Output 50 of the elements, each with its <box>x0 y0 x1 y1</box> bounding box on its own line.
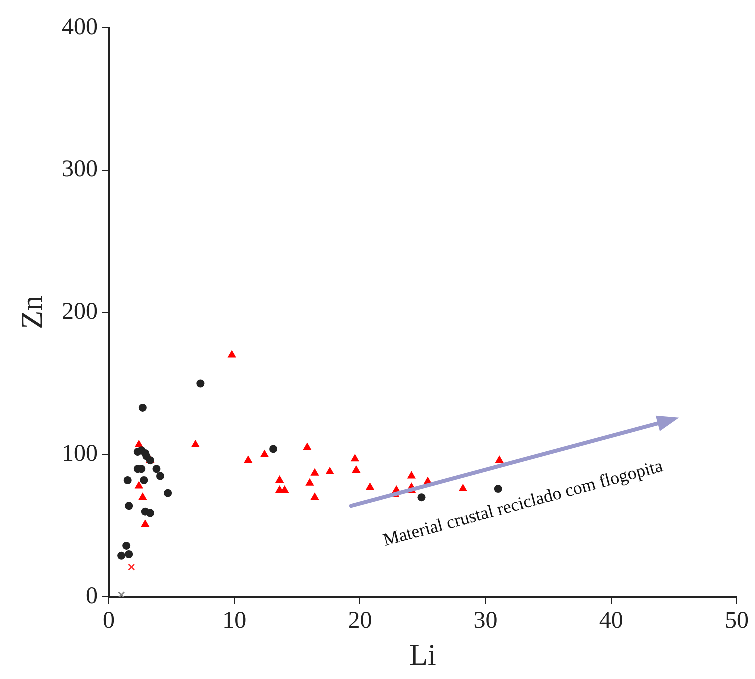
y-tick-label: 0 <box>86 583 98 610</box>
point <box>118 552 126 560</box>
point <box>134 481 144 489</box>
x-tick-label: 0 <box>103 608 115 634</box>
point <box>140 476 148 485</box>
point <box>306 478 314 486</box>
point <box>152 465 161 474</box>
point <box>407 471 416 479</box>
annotation: Material crustal reciclado com flogopita <box>381 456 665 550</box>
x-tick-label: 20 <box>348 608 372 634</box>
point <box>196 380 205 388</box>
point <box>125 502 134 510</box>
point <box>122 542 131 550</box>
x-tick-label: 50 <box>725 608 749 634</box>
point <box>141 520 150 528</box>
x-tick-label: 40 <box>599 608 624 634</box>
x-axis-title: Li <box>410 638 436 672</box>
point <box>118 591 126 598</box>
point <box>134 440 144 448</box>
x-tick-label: 10 <box>222 608 247 634</box>
point <box>191 440 200 448</box>
point <box>350 454 360 462</box>
point <box>310 492 320 500</box>
point <box>275 476 284 484</box>
point <box>303 442 312 450</box>
point <box>310 468 320 476</box>
y-tick-label: 100 <box>62 441 98 468</box>
point <box>138 404 147 412</box>
y-tick-label: 200 <box>62 298 98 325</box>
point <box>260 450 270 458</box>
point <box>124 476 132 485</box>
y-tick-label: 300 <box>62 156 98 183</box>
y-tick-label: 400 <box>62 14 98 40</box>
point <box>164 489 172 498</box>
point <box>156 472 164 480</box>
y-axis-title: Zn <box>16 296 49 330</box>
point <box>128 564 136 571</box>
point <box>228 350 236 358</box>
point <box>270 445 278 454</box>
point <box>495 456 504 464</box>
point <box>244 456 253 464</box>
point <box>458 484 468 492</box>
point <box>326 466 334 474</box>
point <box>366 482 375 490</box>
point <box>138 492 148 500</box>
point <box>146 509 154 518</box>
point <box>125 550 134 559</box>
point <box>352 466 361 474</box>
x-tick-label: 30 <box>474 608 498 634</box>
point <box>418 494 426 502</box>
